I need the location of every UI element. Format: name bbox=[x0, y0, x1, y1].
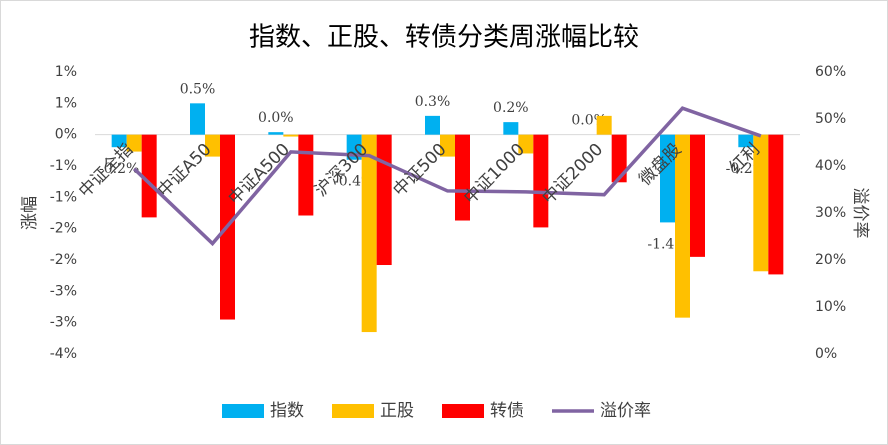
data-label: 0.2% bbox=[493, 100, 529, 116]
legend-label: 指数 bbox=[270, 401, 304, 421]
bar bbox=[611, 134, 627, 183]
y2-tick-label: 40% bbox=[815, 158, 846, 174]
legend-label: 转债 bbox=[490, 401, 524, 421]
legend-swatch bbox=[222, 404, 264, 418]
bar bbox=[298, 134, 314, 216]
legend-label: 正股 bbox=[380, 401, 414, 421]
bar bbox=[738, 134, 754, 148]
bar bbox=[205, 134, 220, 157]
bar bbox=[376, 134, 392, 266]
bar bbox=[753, 134, 769, 272]
y2-tick-label: 0% bbox=[815, 346, 837, 362]
y2-tick-label: 10% bbox=[815, 299, 846, 315]
y-tick-label: 0% bbox=[55, 127, 77, 143]
data-label: 0.3% bbox=[415, 94, 451, 110]
bar bbox=[660, 134, 675, 223]
legend-swatch bbox=[332, 404, 374, 418]
bar bbox=[455, 134, 470, 221]
data-label: 0.5% bbox=[180, 81, 216, 97]
bar bbox=[361, 134, 377, 333]
bar bbox=[533, 134, 549, 228]
bar bbox=[126, 134, 142, 152]
legend-swatch bbox=[442, 404, 484, 418]
y2-tick-label: 30% bbox=[815, 205, 846, 221]
bar bbox=[190, 103, 205, 135]
bar bbox=[690, 134, 705, 257]
bar bbox=[283, 134, 299, 137]
bar bbox=[425, 115, 440, 135]
legend-label: 溢价率 bbox=[600, 401, 651, 421]
y-tick-label: -3% bbox=[50, 283, 77, 299]
bar bbox=[141, 134, 157, 218]
bar bbox=[268, 132, 284, 135]
y-tick-label: -1% bbox=[50, 189, 77, 205]
y-tick-label: -1% bbox=[50, 158, 77, 174]
y2-tick-label: 50% bbox=[815, 111, 846, 127]
y-tick-label: 1% bbox=[55, 95, 77, 111]
y-tick-label: -3% bbox=[50, 315, 77, 331]
y-tick-label: -4% bbox=[50, 346, 77, 362]
y2-tick-label: 20% bbox=[815, 252, 846, 268]
bar bbox=[596, 115, 612, 135]
data-label: 0.0% bbox=[258, 110, 294, 126]
bar bbox=[111, 134, 127, 148]
y-axis-label: 涨幅 bbox=[20, 196, 40, 230]
bar bbox=[675, 134, 690, 318]
line bbox=[132, 106, 762, 247]
bar bbox=[503, 122, 519, 135]
y-tick-label: 1% bbox=[55, 64, 77, 80]
bar bbox=[518, 134, 534, 154]
bar bbox=[768, 134, 784, 275]
y-tick-label: -2% bbox=[50, 252, 77, 268]
chart-title: 指数、正股、转债分类周涨幅比较 bbox=[249, 23, 639, 53]
data-label: -0.2% bbox=[99, 161, 139, 177]
y2-tick-label: 60% bbox=[815, 64, 846, 80]
y2-axis-label: 溢价率 bbox=[850, 188, 870, 239]
bar bbox=[440, 134, 455, 157]
y-tick-label: -2% bbox=[50, 221, 77, 237]
